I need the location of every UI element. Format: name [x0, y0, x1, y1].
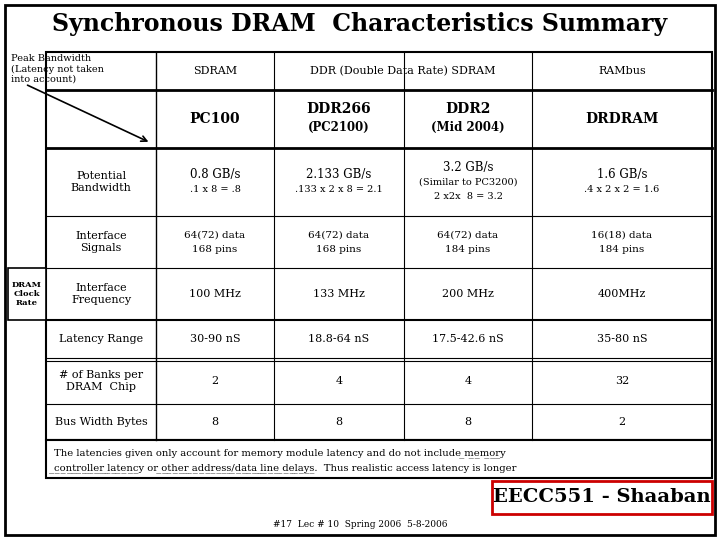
Text: (Mid 2004): (Mid 2004)	[431, 120, 505, 133]
Text: 3.2 GB/s: 3.2 GB/s	[443, 161, 493, 174]
Text: 18.8-64 nS: 18.8-64 nS	[308, 334, 369, 344]
Text: Synchronous DRAM  Characteristics Summary: Synchronous DRAM Characteristics Summary	[53, 12, 667, 36]
Text: 168 pins: 168 pins	[316, 245, 361, 254]
Text: 8: 8	[336, 417, 343, 427]
Text: 4: 4	[336, 376, 343, 386]
Bar	[492, 481, 712, 514]
Text: 184 pins: 184 pins	[446, 245, 490, 254]
Text: 133 MHz: 133 MHz	[313, 289, 365, 299]
Text: 2.133 GB/s: 2.133 GB/s	[306, 168, 372, 181]
Text: Peak Bandwidth
(Latency not taken
into account): Peak Bandwidth (Latency not taken into a…	[11, 54, 104, 84]
Text: .4 x 2 x 2 = 1.6: .4 x 2 x 2 = 1.6	[585, 185, 660, 194]
Text: Potential
Bandwidth: Potential Bandwidth	[71, 171, 132, 193]
Text: 100 MHz: 100 MHz	[189, 289, 241, 299]
Text: # of Banks per
DRAM  Chip: # of Banks per DRAM Chip	[59, 370, 143, 392]
Text: 64(72) data: 64(72) data	[184, 230, 246, 239]
Text: RAMbus: RAMbus	[598, 66, 646, 76]
Text: Interface
Signals: Interface Signals	[75, 231, 127, 253]
Text: 184 pins: 184 pins	[599, 245, 644, 254]
Text: 2 x2x  8 = 3.2: 2 x2x 8 = 3.2	[433, 192, 503, 201]
Text: EECC551 - Shaaban: EECC551 - Shaaban	[493, 489, 711, 507]
Text: DRAM
Clock
Rate: DRAM Clock Rate	[12, 281, 42, 307]
Text: 4: 4	[464, 376, 472, 386]
Text: 2: 2	[618, 417, 626, 427]
Text: 32: 32	[615, 376, 629, 386]
Text: 8: 8	[464, 417, 472, 427]
Text: 64(72) data: 64(72) data	[438, 230, 498, 239]
Text: 35-80 nS: 35-80 nS	[597, 334, 647, 344]
Text: 168 pins: 168 pins	[192, 245, 238, 254]
Text: Interface
Frequency: Interface Frequency	[71, 283, 131, 305]
Text: DDR (Double Data Rate) SDRAM: DDR (Double Data Rate) SDRAM	[310, 66, 496, 76]
Text: ̲c̲o̲n̲t̲r̲o̲l̲l̲e̲r̲ ̲l̲a̲t̲e̲n̲c̲y or ̲o̲t̲h̲e̲r̲ ̲a̲d̲d̲r̲e̲s̲s̲/̲d̲a̲t̲a̲ ̲l: ̲c̲o̲n̲t̲r̲o̲l̲l̲e̲r̲ ̲l̲a̲t̲e̲n̲c̲y or …	[54, 463, 516, 473]
Text: The latencies given only account for memory module latency and do not include ̲m: The latencies given only account for mem…	[54, 448, 505, 458]
Text: 64(72) data: 64(72) data	[308, 230, 369, 239]
Text: SDRAM: SDRAM	[193, 66, 237, 76]
Text: 200 MHz: 200 MHz	[442, 289, 494, 299]
Text: (Similar to PC3200): (Similar to PC3200)	[419, 178, 517, 186]
Text: DRDRAM: DRDRAM	[585, 112, 659, 126]
Text: Bus Width Bytes: Bus Width Bytes	[55, 417, 148, 427]
Text: 400MHz: 400MHz	[598, 289, 646, 299]
Text: 8: 8	[212, 417, 219, 427]
Text: .1 x 8 = .8: .1 x 8 = .8	[189, 185, 240, 194]
Text: #17  Lec # 10  Spring 2006  5-8-2006: #17 Lec # 10 Spring 2006 5-8-2006	[273, 520, 447, 529]
Text: (PC2100): (PC2100)	[308, 120, 370, 133]
Text: 0.8 GB/s: 0.8 GB/s	[190, 168, 240, 181]
Text: PC100: PC100	[189, 112, 240, 126]
Text: 1.6 GB/s: 1.6 GB/s	[597, 168, 647, 181]
Text: 16(18) data: 16(18) data	[591, 230, 652, 239]
Text: 2: 2	[212, 376, 219, 386]
Text: Latency Range: Latency Range	[59, 334, 143, 344]
Text: 30-90 nS: 30-90 nS	[189, 334, 240, 344]
Text: DDR266: DDR266	[307, 102, 372, 116]
Text: 17.5-42.6 nS: 17.5-42.6 nS	[432, 334, 504, 344]
Bar	[46, 52, 712, 440]
Bar	[46, 440, 712, 478]
Text: DDR2: DDR2	[445, 102, 491, 116]
Bar	[8, 268, 46, 320]
Text: .133 x 2 x 8 = 2.1: .133 x 2 x 8 = 2.1	[295, 185, 383, 194]
